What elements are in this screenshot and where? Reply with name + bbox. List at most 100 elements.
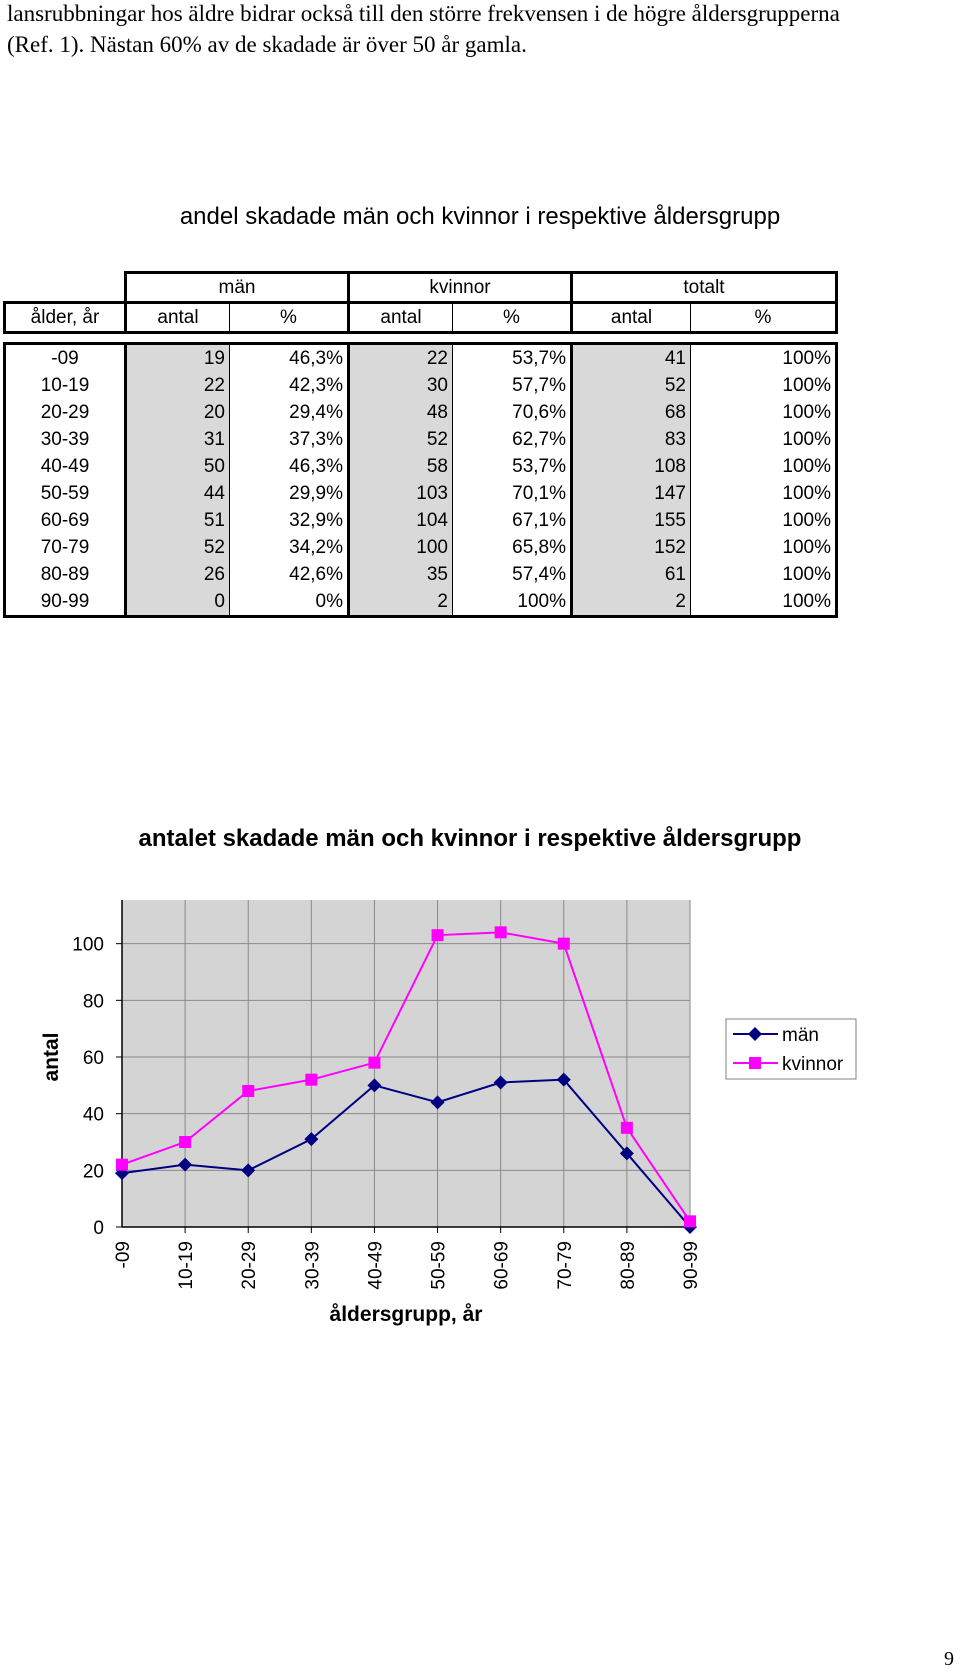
count-cell: 52	[348, 426, 453, 453]
count-cell: 35	[348, 561, 453, 588]
percent-cell: 65,8%	[452, 534, 573, 561]
percent-cell: 57,7%	[452, 372, 573, 399]
x-tick-label: 50-59	[429, 1241, 450, 1290]
legend: män kvinnor	[725, 1018, 857, 1080]
data-point	[115, 1166, 129, 1181]
age-group-cell: 80-89	[3, 561, 127, 588]
count-cell: 68	[571, 399, 691, 426]
legend-box	[725, 1018, 857, 1080]
percent-cell: 42,6%	[229, 561, 350, 588]
percent-cell: 32,9%	[229, 507, 350, 534]
percent-cell: 37,3%	[229, 426, 350, 453]
data-point	[367, 1078, 382, 1093]
percent-cell: 100%	[690, 588, 838, 618]
table-row: 70-79 52 34,2% 100 65,8% 152 100%	[3, 534, 838, 561]
percent-cell: 100%	[690, 480, 838, 507]
percent-cell: 0%	[229, 588, 350, 618]
x-axis-label: åldersgrupp, år	[330, 1303, 483, 1326]
count-cell: 44	[125, 480, 230, 507]
age-header: ålder, år	[3, 301, 127, 334]
table-title: andel skadade män och kvinnor i respekti…	[179, 203, 781, 230]
x-tick-label: 80-89	[618, 1241, 639, 1290]
sub-header: antal	[124, 301, 230, 334]
percent-cell: 62,7%	[452, 426, 573, 453]
count-cell: 83	[571, 426, 691, 453]
count-cell: 108	[571, 453, 691, 480]
x-tick-label: 70-79	[555, 1241, 576, 1290]
table-row: -09 19 46,3% 22 53,7% 41 100%	[3, 342, 838, 372]
age-group-cell: 40-49	[3, 453, 127, 480]
y-tick-label: 80	[83, 991, 104, 1012]
series-women	[116, 926, 696, 1228]
count-cell: 2	[348, 588, 453, 618]
age-group-cell: 20-29	[3, 399, 127, 426]
age-group-cell: 70-79	[3, 534, 127, 561]
count-cell: 103	[348, 480, 453, 507]
y-tick-label: 20	[83, 1161, 104, 1182]
count-cell: 48	[348, 399, 453, 426]
data-point	[368, 1056, 381, 1069]
count-cell: 22	[125, 372, 230, 399]
series-layer	[115, 926, 697, 1234]
age-group-cell: 90-99	[3, 588, 127, 618]
legend-item: män	[733, 1025, 819, 1046]
count-cell: 52	[125, 534, 230, 561]
data-point	[242, 1085, 255, 1097]
y-tick-label: 40	[83, 1105, 104, 1126]
y-tick-label: 0	[93, 1218, 104, 1239]
data-point	[748, 1027, 762, 1041]
age-group-cell: 10-19	[3, 372, 127, 399]
percent-cell: 67,1%	[452, 507, 573, 534]
count-cell: 152	[571, 534, 691, 561]
data-point	[179, 1136, 192, 1148]
table-row: 90-99 0 0% 2 100% 2 100%	[3, 588, 838, 618]
percent-cell: 57,4%	[452, 561, 573, 588]
data-point	[493, 1075, 508, 1090]
count-cell: 147	[571, 480, 691, 507]
percent-cell: 100%	[690, 372, 838, 399]
group-header-total: totalt	[570, 271, 838, 304]
data-point	[430, 1095, 445, 1110]
data-point	[749, 1057, 761, 1069]
percent-cell: 53,7%	[452, 342, 573, 372]
percent-cell: 100%	[690, 561, 838, 588]
age-group-cell: 50-59	[3, 480, 127, 507]
x-tick-label: 20-29	[239, 1241, 260, 1290]
percent-cell: 100%	[690, 534, 838, 561]
group-header-women: kvinnor	[347, 271, 573, 304]
percent-cell: 46,3%	[229, 453, 350, 480]
data-point	[241, 1163, 256, 1178]
y-tick-label: 100	[72, 935, 104, 956]
count-cell: 20	[125, 399, 230, 426]
data-point	[178, 1157, 193, 1172]
count-cell: 41	[571, 342, 691, 372]
percent-cell: 70,6%	[452, 399, 573, 426]
count-cell: 100	[348, 534, 453, 561]
y-axis-label: antal	[40, 1032, 63, 1081]
table-row: 50-59 44 29,9% 103 70,1% 147 100%	[3, 480, 838, 507]
intro-line-1: lansrubbningar hos äldre bidrar också ti…	[7, 1, 840, 26]
intro-line-2: (Ref. 1). Nästan 60% av de skadade är öv…	[7, 32, 527, 57]
x-tick-label: 30-39	[302, 1241, 323, 1290]
percent-cell: 100%	[452, 588, 573, 618]
x-tick-label: -09	[113, 1241, 134, 1268]
age-group-cell: -09	[3, 342, 127, 372]
sub-header: %	[452, 301, 572, 334]
data-point	[431, 929, 444, 942]
sub-header: antal	[570, 301, 691, 334]
percent-cell: 46,3%	[229, 342, 350, 372]
sub-header: %	[690, 301, 838, 334]
percent-cell: 34,2%	[229, 534, 350, 561]
legend-item: kvinnor	[733, 1054, 844, 1075]
percent-cell: 42,3%	[229, 372, 350, 399]
series-line	[121, 931, 691, 1222]
count-cell: 50	[125, 453, 230, 480]
table-row: 80-89 26 42,6% 35 57,4% 61 100%	[3, 561, 838, 588]
data-point	[305, 1073, 318, 1086]
y-tick-labels: 020406080100120	[72, 935, 122, 1239]
count-cell: 19	[125, 342, 230, 372]
series-line	[121, 1078, 691, 1228]
plot-area	[121, 900, 691, 1228]
table-row: 30-39 31 37,3% 52 62,7% 83 100%	[3, 426, 838, 453]
percent-cell: 100%	[690, 453, 838, 480]
